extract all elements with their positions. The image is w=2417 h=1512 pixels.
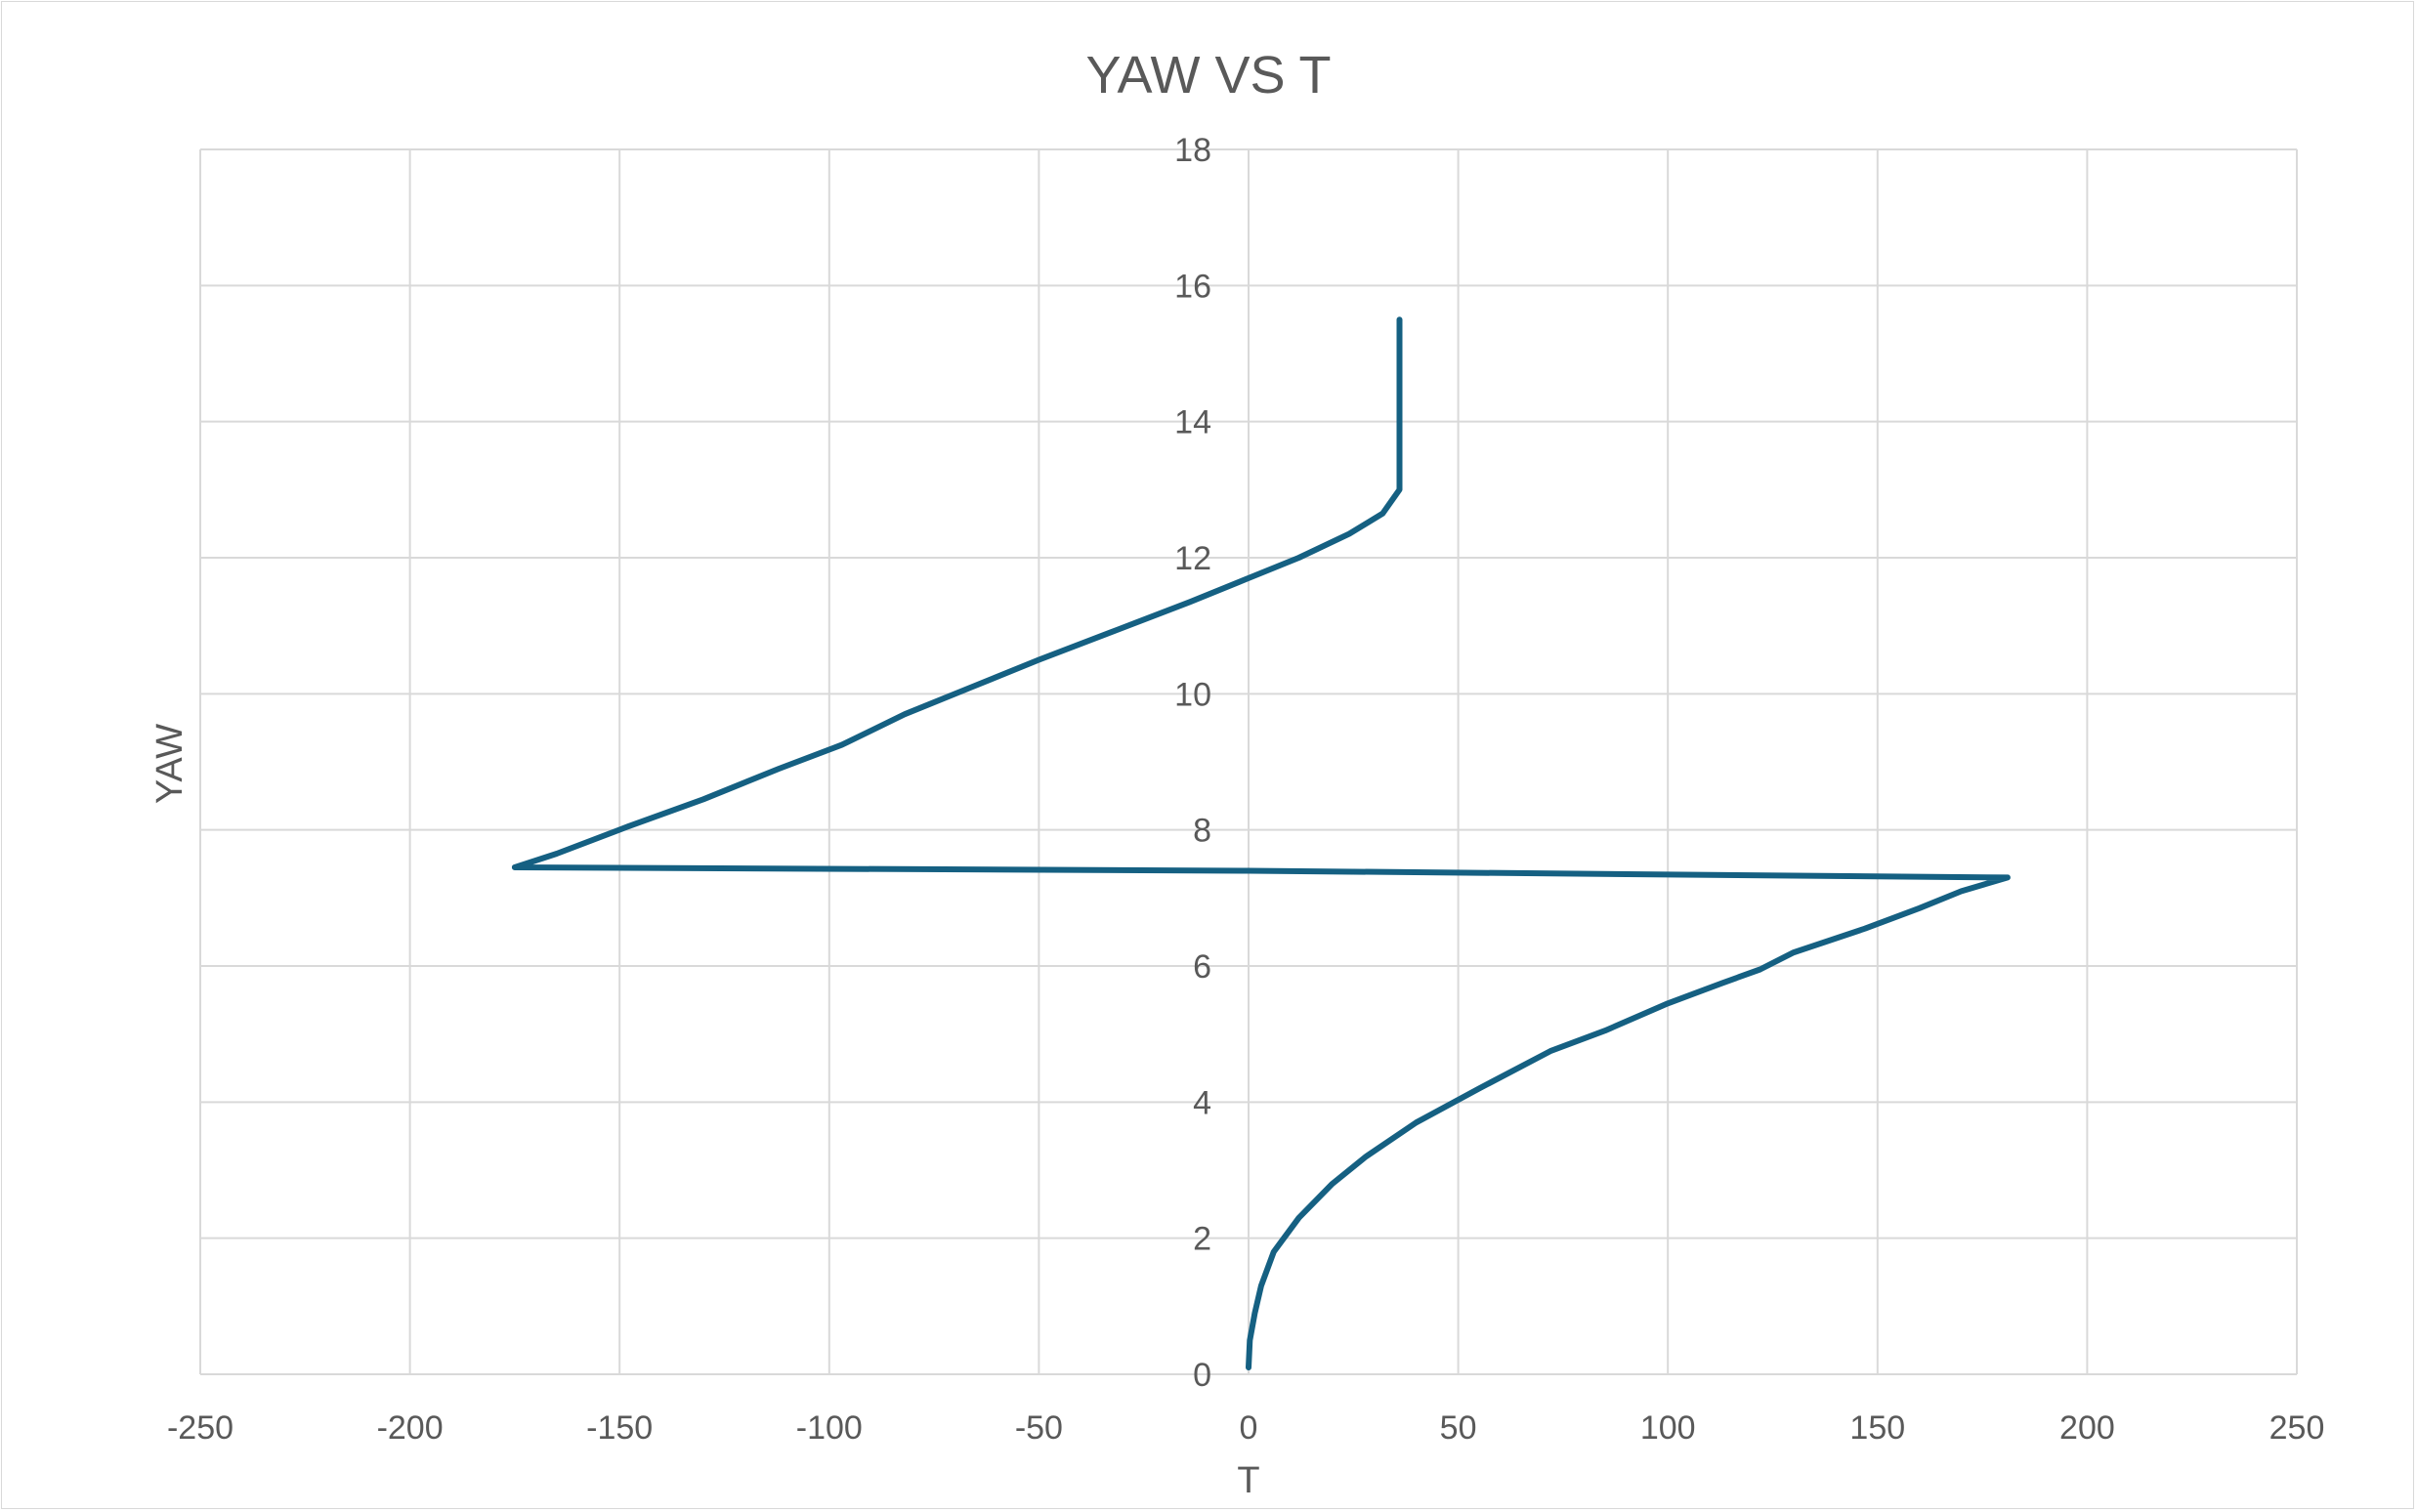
y-tick-label: 10 [1174, 676, 1211, 713]
y-tick-label: 14 [1174, 404, 1211, 441]
y-tick-labels: 0 2 4 6 8 10 12 14 16 18 [1174, 132, 1211, 1394]
x-tick-label: -200 [377, 1409, 444, 1447]
x-tick-label: 150 [1849, 1409, 1905, 1447]
series-line [511, 316, 2011, 1370]
x-tick-label: -50 [1015, 1409, 1063, 1447]
y-axis-title: YAW [149, 724, 191, 804]
y-tick-label: 12 [1174, 540, 1211, 577]
x-tick-label: 100 [1640, 1409, 1696, 1447]
chart-title: YAW VS T [1085, 46, 1331, 105]
x-tick-label: 0 [1240, 1409, 1258, 1447]
y-tick-label: 8 [1193, 813, 1211, 850]
vertical-gridlines [199, 149, 2298, 1374]
y-tick-label: 18 [1174, 132, 1211, 169]
y-tick-label: 4 [1193, 1084, 1211, 1121]
y-tick-label: 6 [1193, 948, 1211, 986]
x-tick-labels: -250 -200 -150 -100 -50 0 50 100 150 200 250 [167, 1409, 2324, 1447]
x-tick-label: -250 [167, 1409, 233, 1447]
y-tick-label: 2 [1193, 1221, 1211, 1258]
x-tick-label: -100 [796, 1409, 863, 1447]
x-tick-label: -150 [586, 1409, 653, 1447]
x-tick-label: 200 [2059, 1409, 2115, 1447]
x-axis-title: T [1237, 1460, 1259, 1501]
x-tick-label: 50 [1440, 1409, 1477, 1447]
horizontal-gridlines [200, 148, 2297, 1375]
y-tick-label: 0 [1193, 1357, 1211, 1394]
y-tick-label: 16 [1174, 268, 1211, 305]
x-tick-label: 250 [2269, 1409, 2325, 1447]
